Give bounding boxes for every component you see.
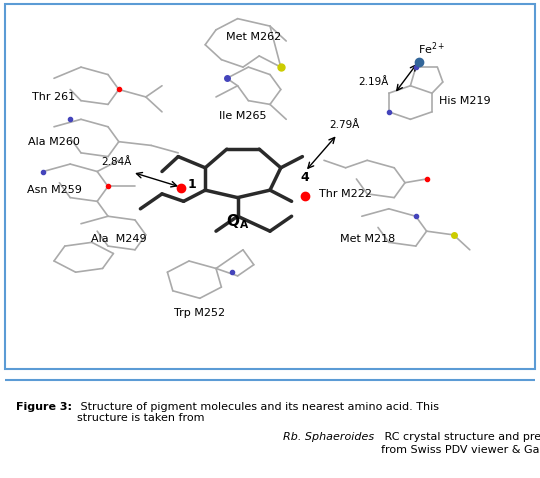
Text: Rb. Sphaeroides: Rb. Sphaeroides [284, 432, 374, 442]
Text: 2.19Å: 2.19Å [359, 77, 389, 87]
Text: 4: 4 [301, 171, 309, 184]
Text: His M219: His M219 [438, 96, 490, 106]
Text: Ala  M249: Ala M249 [91, 234, 147, 244]
Text: Asn M259: Asn M259 [26, 185, 82, 195]
Text: Structure of pigment molecules and its nearest amino acid. This
structure is tak: Structure of pigment molecules and its n… [77, 402, 439, 423]
Text: RC crystal structure and prepared
from Swiss PDV viewer & Gauss View [14].: RC crystal structure and prepared from S… [381, 432, 540, 454]
Text: Fe$^{2+}$: Fe$^{2+}$ [418, 40, 445, 57]
Text: 1: 1 [187, 178, 196, 191]
Text: Ala M260: Ala M260 [28, 137, 80, 147]
Text: Thr M222: Thr M222 [319, 189, 372, 199]
Text: Ile M265: Ile M265 [219, 110, 267, 120]
Text: Figure 3:: Figure 3: [16, 402, 72, 412]
Text: Met M262: Met M262 [226, 33, 281, 42]
Text: 2.79Å: 2.79Å [329, 120, 360, 130]
Text: 2.84Å: 2.84Å [101, 157, 131, 167]
Text: Thr 261: Thr 261 [32, 92, 76, 102]
Text: Trp M252: Trp M252 [174, 308, 225, 318]
Text: Met M218: Met M218 [340, 234, 395, 244]
Text: $\mathbf{Q_A}$: $\mathbf{Q_A}$ [226, 213, 249, 231]
